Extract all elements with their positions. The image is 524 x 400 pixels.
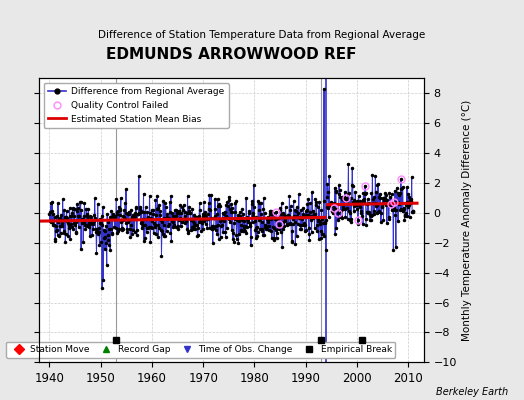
Legend: Station Move, Record Gap, Time of Obs. Change, Empirical Break: Station Move, Record Gap, Time of Obs. C… — [6, 342, 396, 358]
Text: Difference of Station Temperature Data from Regional Average: Difference of Station Temperature Data f… — [99, 30, 425, 40]
Title: EDMUNDS ARROWWOOD REF: EDMUNDS ARROWWOOD REF — [106, 47, 357, 62]
Y-axis label: Monthly Temperature Anomaly Difference (°C): Monthly Temperature Anomaly Difference (… — [462, 100, 472, 341]
Text: Berkeley Earth: Berkeley Earth — [436, 387, 508, 397]
